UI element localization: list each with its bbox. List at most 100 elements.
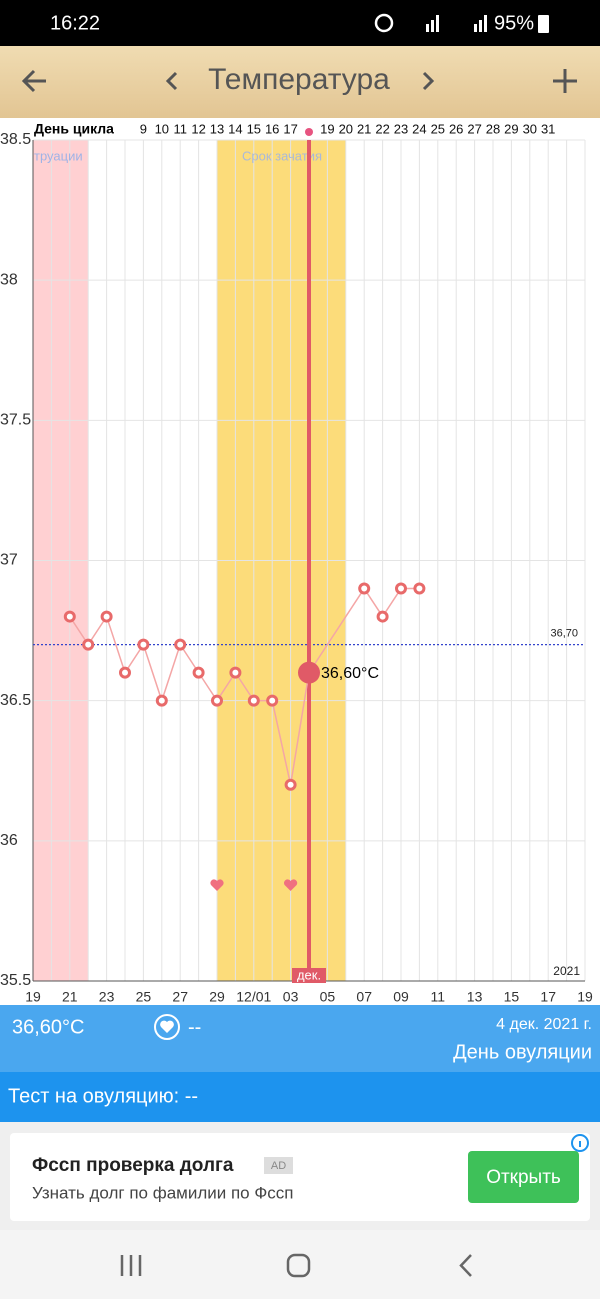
status-battery: 95% xyxy=(494,12,534,34)
ad-button[interactable] xyxy=(468,1151,579,1203)
cycle-day: 17 xyxy=(283,121,297,136)
x-tick-label: 19 xyxy=(25,989,41,1005)
cycle-day: 29 xyxy=(504,121,518,136)
x-tick-label: 29 xyxy=(209,989,225,1005)
cycle-day: 26 xyxy=(449,121,463,136)
x-tick-label: 12/01 xyxy=(236,989,271,1005)
temperature-point xyxy=(266,694,279,707)
cycle-day: 31 xyxy=(541,121,555,136)
y-tick-label: 38 xyxy=(0,271,18,288)
x-tick-label: 27 xyxy=(172,989,188,1005)
ad-card[interactable] xyxy=(10,1133,590,1221)
selected-point xyxy=(298,661,320,684)
temperature-point xyxy=(100,610,113,623)
cycle-day: 24 xyxy=(412,121,426,136)
temperature-point xyxy=(174,638,187,651)
info-temperature: 36,60°C xyxy=(12,1016,85,1038)
cycle-row-label: День цикла xyxy=(34,121,114,137)
next-button[interactable] xyxy=(422,71,435,91)
cycle-day: 11 xyxy=(173,121,187,136)
coverline-label: 36,70 xyxy=(550,628,578,640)
fertile-label: Срок зачатия xyxy=(242,148,322,163)
ad-text: Узнать долг по фамилии по Фссп xyxy=(32,1183,293,1202)
info-day-type: День овуляции xyxy=(453,1041,592,1063)
year-label: 2021 xyxy=(553,964,580,978)
x-tick-label: 25 xyxy=(136,989,152,1005)
ad-badge-bg xyxy=(264,1157,293,1174)
cycle-day: 16 xyxy=(265,121,279,136)
temperature-point xyxy=(211,694,223,707)
toolbar xyxy=(0,46,600,118)
intercourse-heart xyxy=(210,879,224,891)
status-icons xyxy=(374,13,549,33)
month-label: дек. xyxy=(297,967,321,982)
cycle-day: 25 xyxy=(431,121,445,136)
x-tick-label: 07 xyxy=(356,989,372,1005)
y-tick-label: 37 xyxy=(0,552,18,569)
temperature-point xyxy=(229,666,242,679)
sex-icon[interactable] xyxy=(154,1014,180,1040)
y-tick-label: 38.5 xyxy=(0,131,31,148)
test-bar[interactable] xyxy=(0,1072,600,1122)
info-bar xyxy=(0,1005,600,1072)
prev-button[interactable] xyxy=(165,71,178,91)
x-tick-label: 05 xyxy=(320,989,336,1005)
x-tick-label: 19 xyxy=(577,989,593,1005)
cycle-day: 20 xyxy=(339,121,353,136)
back-button[interactable] xyxy=(21,69,46,93)
cycle-day: 10 xyxy=(155,121,169,136)
menstruation-label: труации xyxy=(34,148,83,163)
nav-back[interactable] xyxy=(459,1254,472,1277)
cycle-day: 14 xyxy=(228,121,242,136)
temperature-point xyxy=(395,582,407,595)
heart-icon xyxy=(160,1020,174,1033)
info-date: 4 дек. 2021 г. xyxy=(496,1016,592,1033)
x-tick-label: 09 xyxy=(393,989,409,1005)
y-tick-label: 37.5 xyxy=(0,412,31,429)
temperature-point xyxy=(82,638,95,651)
x-tick-label: 11 xyxy=(431,989,446,1005)
cycle-day: 15 xyxy=(247,121,261,136)
nav-recents[interactable] xyxy=(120,1255,142,1276)
cycle-day: 30 xyxy=(523,121,537,136)
y-tick-label: 36.5 xyxy=(0,692,31,709)
nav-bar xyxy=(0,1230,600,1299)
cycle-day: 28 xyxy=(486,121,500,136)
ad-badge: AD xyxy=(271,1160,286,1172)
temperature-point xyxy=(119,666,131,679)
cycle-day: 22 xyxy=(375,121,389,136)
ad-button-label: Открыть xyxy=(486,1167,561,1188)
add-button[interactable] xyxy=(553,69,577,93)
x-tick-label: 13 xyxy=(467,989,483,1005)
temperature-point xyxy=(376,610,389,623)
month-label-bg xyxy=(292,968,326,983)
cycle-day: 12 xyxy=(191,121,205,136)
nav-home[interactable] xyxy=(286,1253,311,1278)
ovulation-dot xyxy=(305,128,313,136)
x-tick-label: 17 xyxy=(540,989,556,1005)
toolbar-title: Температура xyxy=(208,63,390,96)
ovulation-test: Тест на овуляцию: -- xyxy=(8,1085,198,1107)
x-tick-label: 15 xyxy=(504,989,520,1005)
cycle-day: 27 xyxy=(467,121,481,136)
cycle-day: 23 xyxy=(394,121,408,136)
x-tick-label: 23 xyxy=(99,989,115,1005)
y-tick-label: 35.5 xyxy=(0,972,31,989)
info-sex: -- xyxy=(188,1016,201,1038)
cycle-day: 13 xyxy=(210,121,224,136)
temperature-point xyxy=(63,610,76,623)
cycle-day: 9 xyxy=(140,121,147,136)
status-bar xyxy=(0,0,600,46)
cycle-day: 21 xyxy=(357,121,371,136)
selected-label: 36,60°C xyxy=(321,665,379,682)
temperature-point xyxy=(358,582,371,595)
status-time: 16:22 xyxy=(50,12,100,34)
ad-info-mark xyxy=(579,1141,581,1147)
intercourse-heart xyxy=(283,879,298,891)
temperature-point xyxy=(137,638,150,651)
temperature-point xyxy=(413,582,426,595)
temperature-point xyxy=(284,778,297,791)
x-tick-label: 03 xyxy=(283,989,299,1005)
